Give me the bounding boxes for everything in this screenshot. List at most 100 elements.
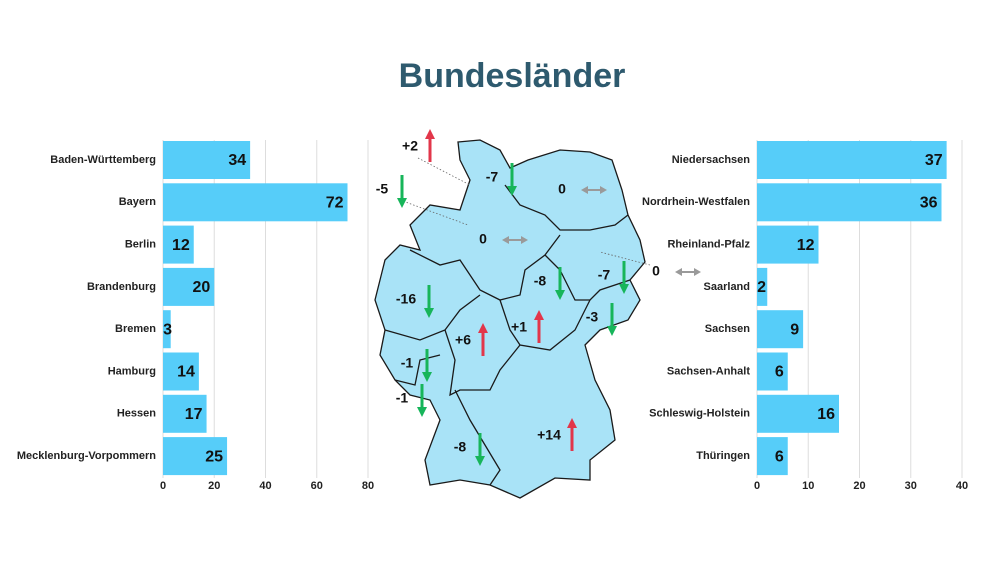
down-arrow [397,175,407,208]
category-label: Brandenburg [87,281,156,293]
bar [757,267,768,306]
bar [757,394,839,433]
x-tick-label: 40 [259,480,271,492]
value-label: 2 [757,279,766,296]
value-label: 12 [797,237,815,254]
neutral-arrow [675,268,701,276]
down-arrow [422,349,432,382]
map-border [504,184,629,231]
category-label: Niedersachsen [672,154,751,166]
down-arrow [507,163,517,196]
map-border [499,299,591,351]
change-label: -3 [586,309,599,325]
category-label: Bayern [119,196,157,208]
bar [163,267,215,306]
map-outline [374,139,646,499]
x-tick-label: 10 [802,480,814,492]
value-label: 20 [192,279,210,296]
category-label: Baden-Württemberg [50,154,156,166]
category-label: Bremen [115,323,156,335]
bar [757,352,788,391]
change-label: -7 [486,169,499,185]
change-label: -8 [534,273,547,289]
x-tick-label: 40 [956,480,968,492]
bar [757,310,804,349]
neutral-arrow [502,236,528,244]
value-label: 6 [775,448,784,465]
bar [757,225,819,264]
value-label: 72 [326,195,344,212]
change-label: -7 [598,267,611,283]
category-label: Mecklenburg-Vorpommern [17,450,156,462]
category-label: Sachsen-Anhalt [667,365,750,377]
change-label: +6 [455,332,471,348]
change-label: 0 [558,181,566,197]
value-label: 16 [817,406,835,423]
change-label: -1 [396,390,409,406]
up-arrow [425,129,435,162]
leader-lines [399,157,651,266]
change-label: -5 [376,181,389,197]
category-label: Nordrhein-Westfalen [642,196,750,208]
x-tick-label: 30 [905,480,917,492]
down-arrow [555,267,565,300]
bar [757,141,947,179]
leader-line [417,157,471,186]
change-label: -1 [401,355,414,371]
map-border [394,354,441,386]
up-arrow [478,323,488,356]
category-label: Saarland [704,281,750,293]
value-label: 12 [172,237,190,254]
title: Bundesländer [399,57,626,95]
value-label: 17 [185,406,203,423]
leader-line [399,199,469,226]
bar [163,310,171,349]
category-label: Berlin [125,239,156,251]
map-border [454,389,501,486]
value-label: 36 [920,195,938,212]
x-tick-label: 20 [208,480,220,492]
value-label: 14 [177,364,195,381]
category-label: Sachsen [705,323,751,335]
map-border [444,329,521,397]
down-arrow [607,303,617,336]
down-arrow [417,384,427,417]
up-arrow [534,310,544,343]
category-label: Schleswig-Holstein [649,408,750,420]
value-label: 9 [790,321,799,338]
bar [757,183,942,222]
category-label: Rheinland-Pfalz [667,239,750,251]
value-label: 34 [228,152,246,169]
neutral-arrow [581,186,607,194]
x-tick-label: 60 [311,480,323,492]
value-label: 37 [925,152,943,169]
leader-line [599,251,651,266]
change-label: +14 [537,427,561,443]
change-label: -16 [396,291,416,307]
change-label: -8 [454,439,467,455]
change-label: 0 [652,263,660,279]
germany-map [374,139,646,499]
category-label: Thüringen [696,450,750,462]
bar [163,352,199,391]
bar [163,141,251,179]
category-label: Hessen [117,408,156,420]
x-tick-label: 80 [362,480,374,492]
value-label: 25 [205,448,223,465]
bar [163,183,348,222]
down-arrow [424,285,434,318]
down-arrow [475,433,485,466]
bar [163,225,194,264]
change-label: +2 [402,138,418,154]
up-arrow [567,418,577,451]
down-arrow [619,261,629,294]
x-tick-label: 0 [754,480,760,492]
bar [757,437,788,476]
change-label: 0 [479,231,487,247]
bar [163,394,207,433]
change-label: +1 [511,319,527,335]
bar [163,437,228,476]
x-tick-label: 0 [160,480,166,492]
map-border [544,254,631,301]
